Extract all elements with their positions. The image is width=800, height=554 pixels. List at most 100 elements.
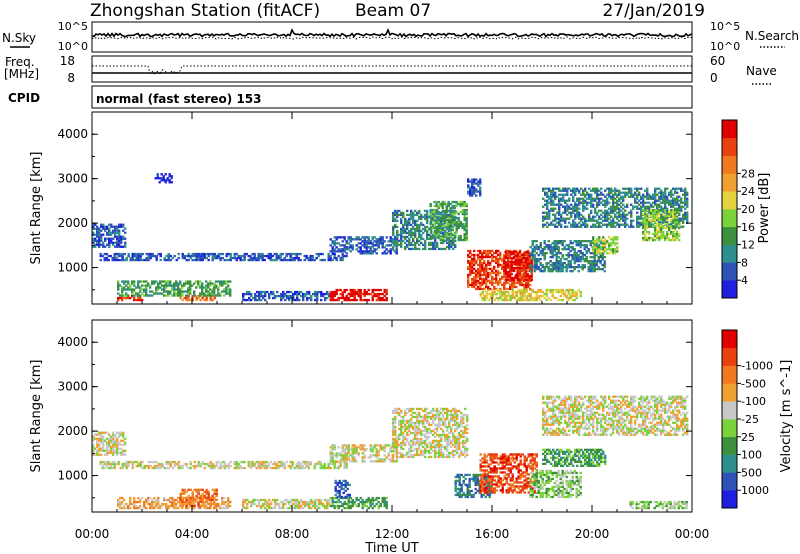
- power-cell-9: [465, 234, 468, 238]
- power-cell-12: [561, 290, 564, 294]
- power-cell-9: [455, 228, 458, 232]
- power-cell-4: [197, 282, 200, 285]
- power-cell-12: [549, 290, 552, 294]
- power-cell-14: [594, 246, 597, 249]
- power-cell-5: [280, 296, 283, 300]
- power-cell-13: [561, 262, 564, 265]
- power-cell-9: [463, 238, 466, 242]
- power-cell-0: [114, 245, 117, 248]
- power-cell-15: [676, 197, 679, 200]
- power-cell-6: [345, 296, 348, 300]
- power-cell-15: [590, 201, 593, 204]
- power-cell-8: [422, 227, 425, 231]
- power-cell-4: [201, 282, 204, 285]
- power-cell-15: [636, 205, 639, 208]
- power-cell-10: [483, 261, 486, 265]
- power-cell-13: [549, 260, 552, 263]
- power-cell-5: [272, 292, 275, 296]
- power-cell-9: [453, 216, 456, 220]
- velocity-cell-1: [131, 462, 134, 466]
- power-cell-16: [676, 216, 679, 220]
- power-cell-13: [591, 252, 594, 255]
- power-cell-8: [428, 233, 431, 237]
- power-cell-15: [638, 217, 641, 220]
- power-cell-6: [375, 294, 378, 298]
- power-cell-15: [666, 213, 669, 216]
- power-cell-18: [164, 181, 167, 184]
- power-cell-8: [408, 241, 411, 245]
- power-cell-13: [547, 240, 550, 243]
- power-cell-4: [145, 290, 148, 293]
- power-cell-1: [219, 258, 222, 262]
- power-cell-16: [642, 232, 645, 236]
- power-cell-16: [656, 214, 659, 218]
- power-cell-7: [373, 236, 376, 239]
- power-cell-10: [485, 255, 488, 259]
- power-cell-4: [229, 292, 232, 295]
- power-cell-13: [529, 266, 532, 269]
- power-cell-9: [447, 216, 450, 220]
- power-cell-11: [512, 256, 515, 260]
- velocity-cell-2: [163, 496, 166, 500]
- power-cell-15: [654, 199, 657, 202]
- power-cell-15: [604, 195, 607, 198]
- power-cell-15: [616, 199, 619, 202]
- power-cell-5: [254, 296, 257, 300]
- power-cell-9: [461, 238, 464, 242]
- velocity-cell-2: [213, 506, 216, 510]
- power-cell-9: [453, 204, 456, 208]
- velocity-cell-2: [215, 502, 218, 506]
- power-cell-15: [574, 193, 577, 196]
- power-cell-14: [616, 246, 619, 249]
- power-cell-1: [155, 258, 158, 262]
- power-cell-11: [508, 274, 511, 278]
- power-cell-11: [510, 268, 513, 272]
- power-cell-11: [516, 252, 519, 256]
- power-cell-13: [593, 268, 596, 271]
- power-cell-11: [506, 256, 509, 260]
- power-cell-12: [569, 296, 572, 300]
- power-cell-15: [670, 191, 673, 194]
- power-cell-6: [379, 288, 382, 292]
- velocity-cell-2: [173, 506, 176, 510]
- power-cell-4: [183, 282, 186, 285]
- power-cell-10: [479, 277, 482, 281]
- power-cell-6: [341, 294, 344, 298]
- velocity-cell-2: [125, 502, 128, 506]
- power-cell-15: [660, 195, 663, 198]
- power-cell-4: [213, 290, 216, 293]
- power-cell-0: [104, 229, 107, 232]
- power-cell-9: [441, 202, 444, 206]
- power-cell-1: [195, 258, 198, 262]
- power-cell-12: [533, 290, 536, 294]
- power-cell-8: [418, 225, 421, 229]
- power-cell-15: [654, 203, 657, 206]
- power-cell-2: [117, 296, 120, 300]
- power-cell-9: [451, 238, 454, 242]
- power-cell-15: [598, 215, 601, 218]
- velocity-cell-1: [267, 464, 270, 468]
- velocity-cell-3: [211, 488, 214, 491]
- power-cell-15: [662, 197, 665, 200]
- power-cell-8: [410, 227, 413, 231]
- power-cell-8: [422, 247, 425, 251]
- power-cell-14: [616, 238, 619, 241]
- power-cell-12: [545, 290, 548, 294]
- power-cell-17: [479, 192, 482, 195]
- power-cell-10: [469, 249, 472, 253]
- power-cell-4: [201, 288, 204, 291]
- power-cell-10: [497, 263, 500, 267]
- power-cell-17: [479, 182, 482, 185]
- power-cell-12: [495, 292, 498, 296]
- power-cell-12: [497, 288, 500, 292]
- power-cell-10: [491, 275, 494, 279]
- power-cell-15: [550, 223, 553, 226]
- power-cell-15: [630, 195, 633, 198]
- power-cell-9: [437, 220, 440, 224]
- power-cell-13: [557, 268, 560, 271]
- velocity-cell-1: [305, 460, 308, 464]
- power-cell-13: [571, 242, 574, 245]
- velocity-cell-1: [159, 462, 162, 466]
- power-cell-15: [602, 211, 605, 214]
- power-cell-10: [477, 281, 480, 285]
